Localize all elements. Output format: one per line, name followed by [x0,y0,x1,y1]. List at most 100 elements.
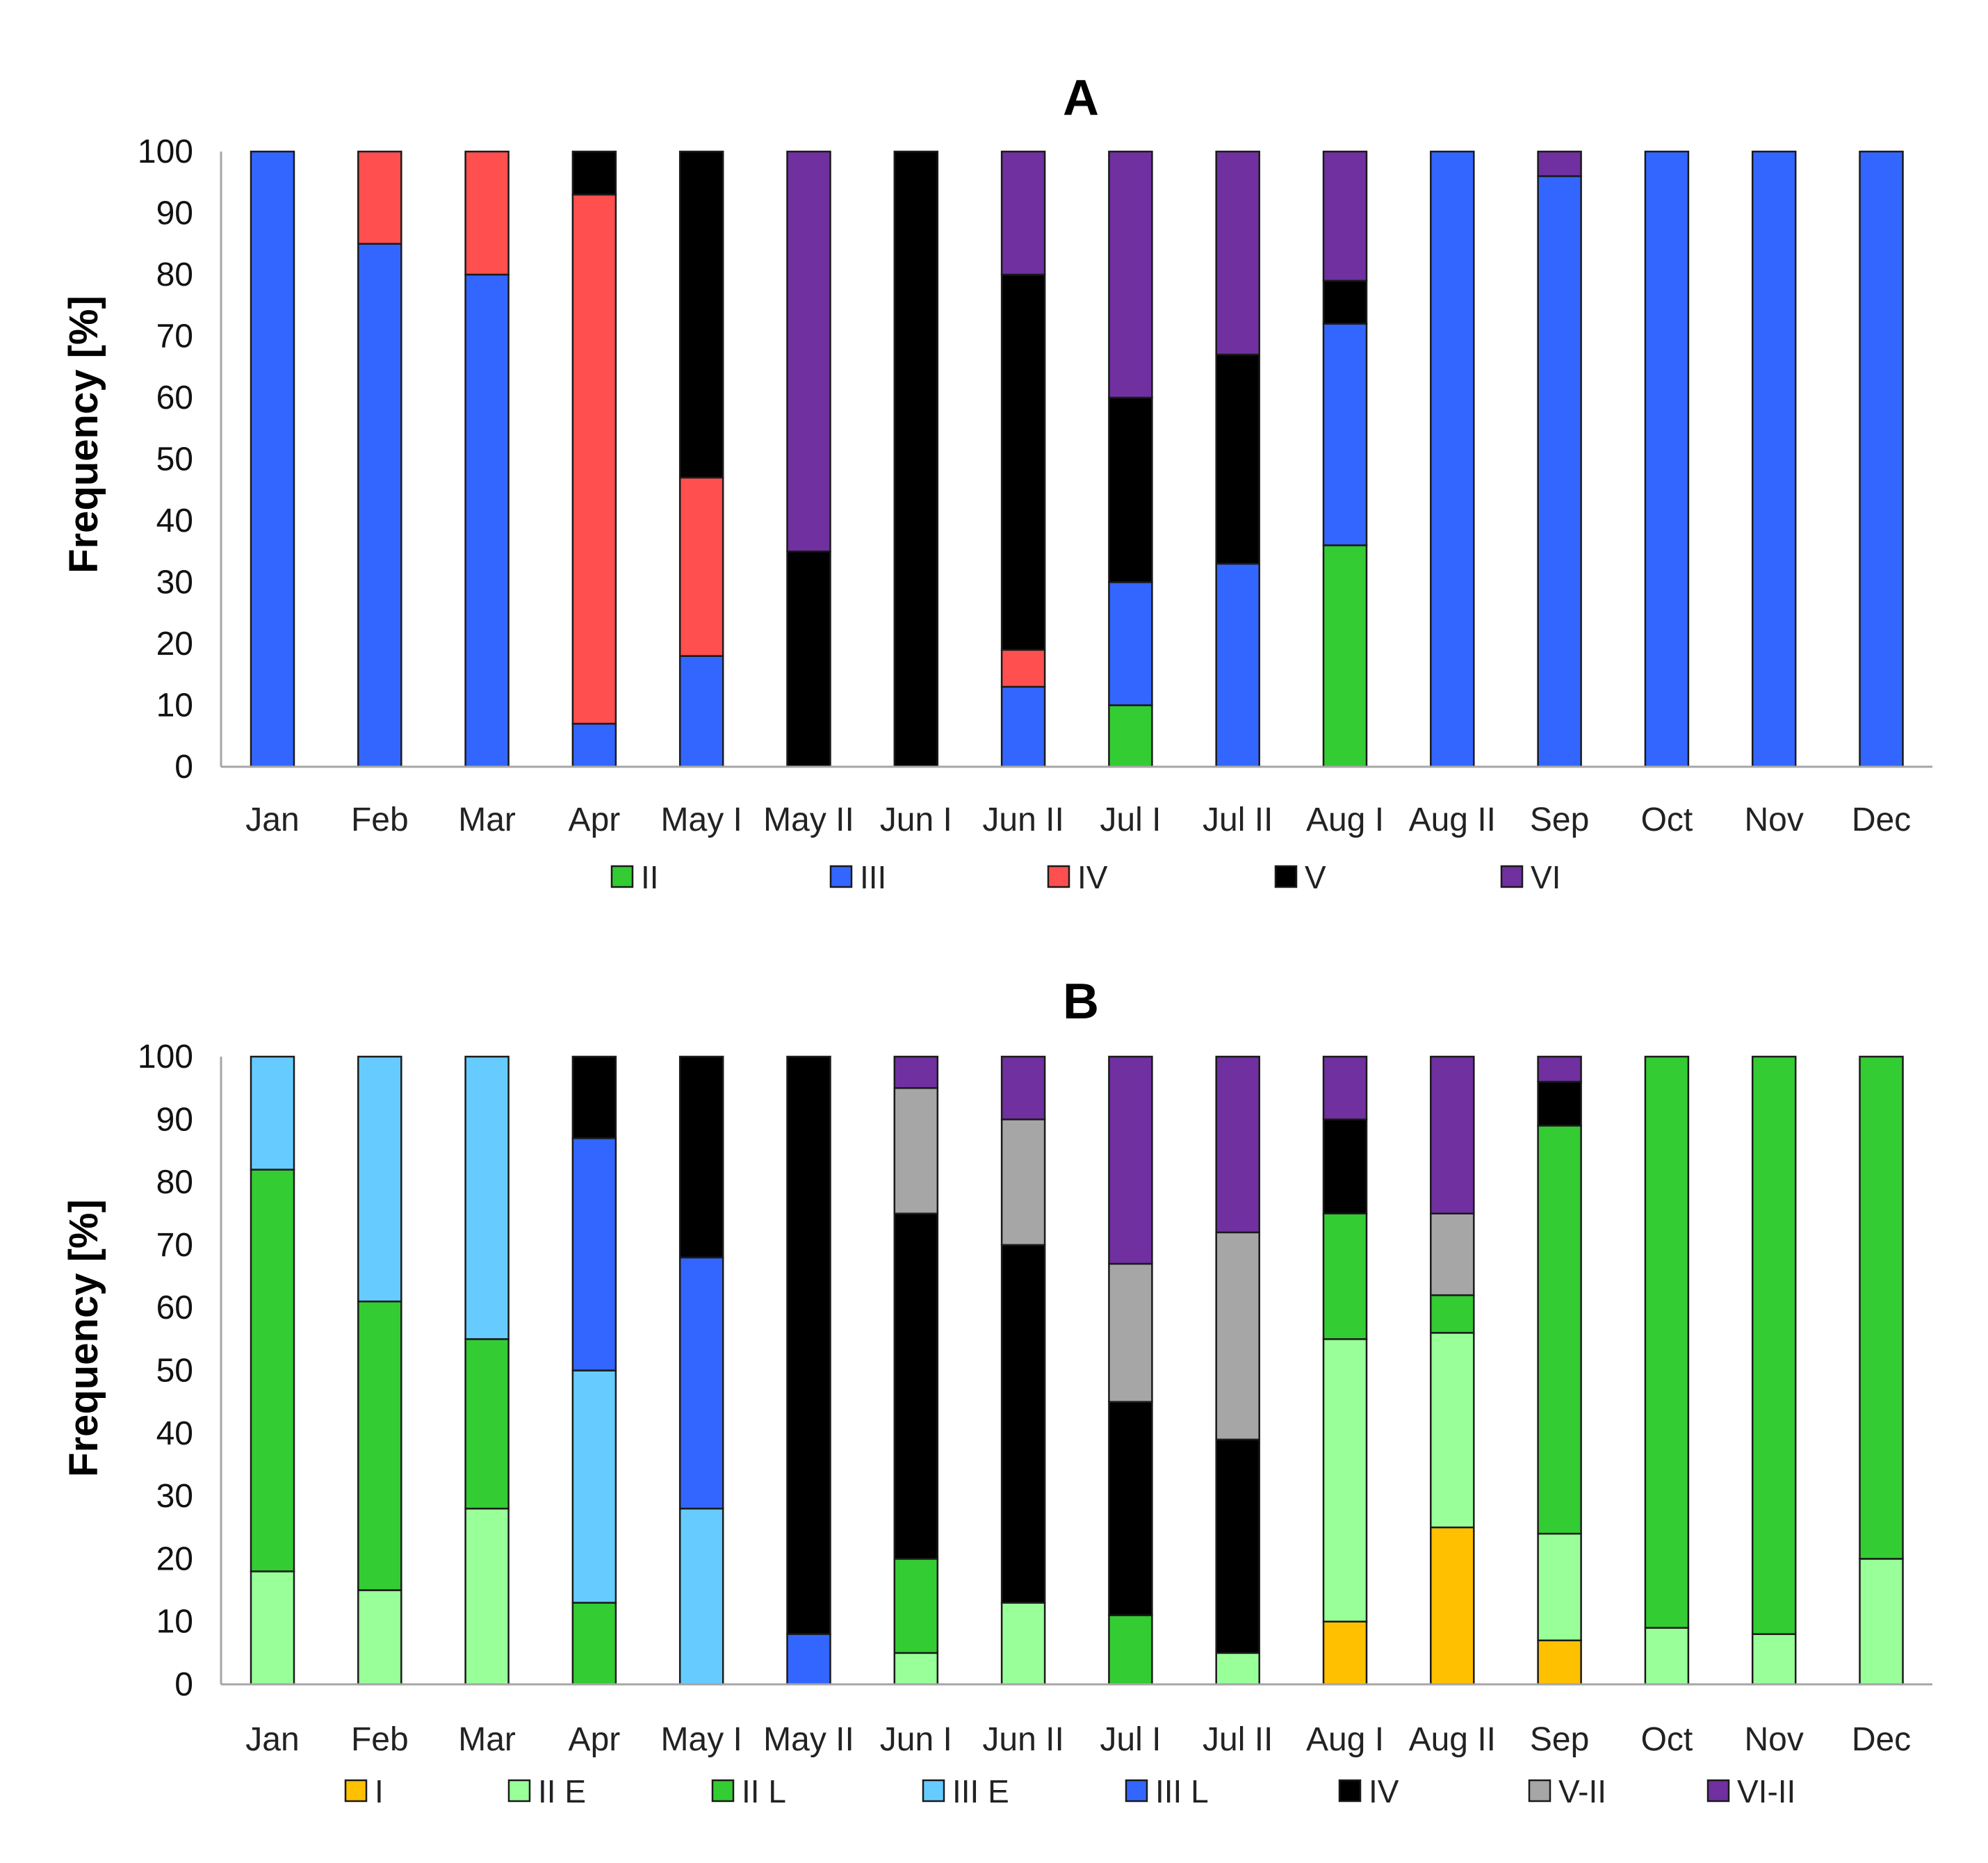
legend-label: V-II [1558,1773,1606,1809]
bar-segment-v [893,150,939,768]
y-tick-label: 100 [138,133,193,170]
bar-segment-iii [1859,150,1904,768]
bar-segment-vi-ii [1537,1055,1582,1083]
bar-stack-sep [1537,150,1582,768]
bar-segment-iii [250,150,295,768]
bar-segment-v [786,551,831,768]
y-tick-label: 70 [156,318,193,355]
x-tick-label: Jul I [1100,1721,1161,1758]
bar-segment-vi-ii [1000,1055,1046,1121]
bar-segment-iii-l [786,1633,831,1686]
x-tick-label: Nov [1745,802,1804,838]
bar-stack-aug-i [1322,1055,1368,1686]
y-tick-label: 30 [156,564,193,601]
bar-segment-v [1108,396,1153,583]
legend: I II E II L III E III L IV V-II VI-II [344,1773,1795,1809]
bar-segment-ii-l [1108,1614,1153,1686]
bar-segment-ii-l [893,1558,939,1654]
bar-segment-iii-e [678,1507,724,1686]
x-tick-label: Mar [458,802,516,838]
bar-stack-mar [464,150,510,768]
bar-segment-ii-l [1537,1125,1582,1535]
legend-swatch [922,1779,945,1803]
bar-segment-iii [1644,150,1690,768]
bar-stack-aug-ii [1430,150,1475,768]
bar-segment-vi [786,150,831,553]
x-tick-label: Apr [569,802,621,838]
bar-segment-ii-e [1322,1338,1368,1622]
bar-segment-ii-e [357,1589,402,1686]
bar-segment-v [1000,273,1046,651]
legend-label: VI [1531,859,1561,895]
legend-swatch [1274,865,1298,888]
legend-label: II E [538,1773,586,1809]
x-tick-label: Jun I [880,802,952,838]
bar-segment-iv [1215,1438,1260,1654]
x-tick-label: Oct [1641,802,1693,838]
bar-segment-ii-l [250,1169,295,1572]
y-tick-label: 50 [156,441,193,478]
bar-stack-aug-ii [1430,1055,1475,1686]
legend-swatch [1338,1779,1362,1803]
bar-segment-iv [357,150,402,245]
bar-segment-iii [1000,685,1046,768]
x-tick-label: Dec [1852,1721,1911,1758]
bar-segment-iii-e [464,1055,510,1340]
legend-swatch [344,1779,368,1803]
x-tick-label: Jun II [982,1721,1064,1758]
legend-label: III [860,859,886,895]
legend-swatch [1125,1779,1148,1803]
bar-segment-ii-l [1430,1294,1475,1334]
bar-segment-ii [1108,704,1153,768]
bar-segment-vi-ii [1108,1055,1153,1265]
bar-segment-ii-e [1751,1633,1797,1686]
bar-segment-vi [1000,150,1046,276]
bar-segment-iv [678,1055,724,1259]
bar-segment-iv [678,476,724,657]
bars [250,1055,1904,1686]
y-tick-label: 80 [156,257,193,293]
x-tick-label: Feb [351,802,409,838]
bar-stack-dec [1859,150,1904,768]
bar-segment-vi [1537,150,1582,177]
legend-item-vi: VI [1500,859,1561,895]
x-tick-label: Sep [1530,1721,1589,1758]
legend-label: II L [742,1773,786,1809]
y-tick-label: 90 [156,1101,193,1138]
bar-stack-jul-i [1108,150,1153,768]
bar-segment-ii-e [1430,1332,1475,1529]
legend-label: V [1305,859,1326,895]
bar-stack-apr [571,1055,617,1686]
x-tick-label: Jan [245,802,299,838]
legend-swatch [711,1779,735,1803]
bar-segment-iii [571,722,617,768]
legend-swatch [507,1779,531,1803]
bar-segment-ii-l [1644,1055,1690,1629]
y-axis-ticks: 0 10 20 30 40 50 60 70 80 90 100 [138,133,193,786]
bar-stack-dec [1859,1055,1904,1686]
bar-stack-may-i [678,1055,724,1686]
bar-segment-vi-ii [1215,1055,1260,1234]
x-tick-label: May II [763,1721,854,1758]
x-tick-label: Apr [569,1721,621,1758]
bar-stack-may-i [678,150,724,768]
legend-item-iii-e: III E [922,1773,1009,1809]
bar-segment-v [678,150,724,479]
x-tick-label: Dec [1852,802,1911,838]
x-tick-label: Nov [1745,1721,1804,1758]
bar-stack-oct [1644,1055,1690,1686]
bar-segment-iv [1322,1118,1368,1215]
bar-segment-v [1215,353,1260,565]
x-axis-ticks: Jan Feb Mar Apr May I May II Jun I Jun II Jul I J… [245,1721,1911,1758]
x-tick-label: Jun I [880,1721,952,1758]
bar-stack-jun-i [893,1055,939,1686]
bar-segment-ii-l [464,1338,510,1510]
bar-stack-jan [250,1055,295,1686]
bar-segment-ii-e [1000,1602,1046,1686]
bar-stack-nov [1751,150,1797,768]
legend-swatch [1500,865,1524,888]
bar-segment-ii-e [250,1570,295,1686]
legend-swatch [1528,1779,1551,1803]
bar-segment-iii [464,273,510,768]
y-tick-label: 50 [156,1353,193,1390]
